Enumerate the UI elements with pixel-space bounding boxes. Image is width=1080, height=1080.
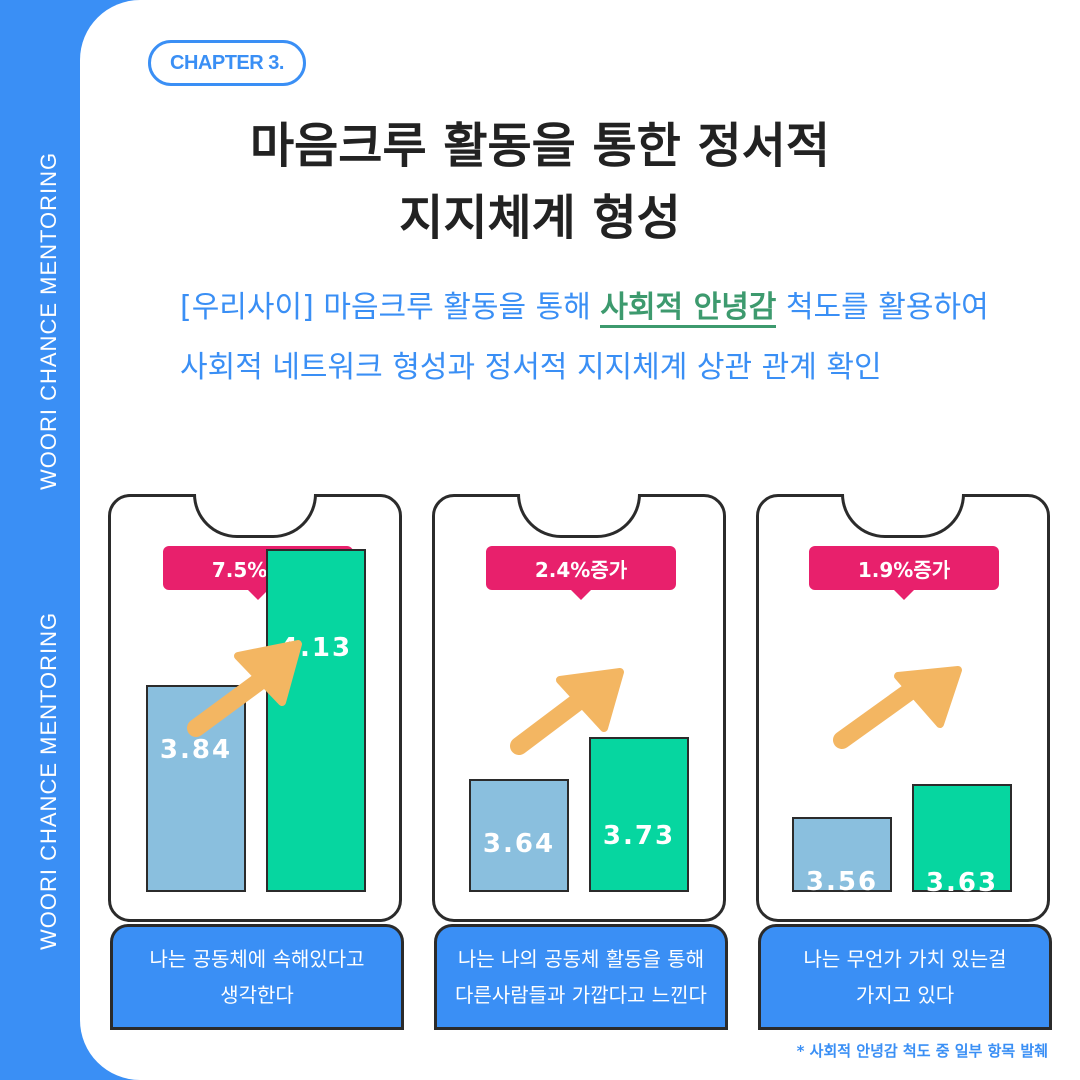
item-label-2-line-1: 나는 나의 공동체 활동을 통해 [457, 947, 705, 971]
description: [우리사이] 마음크루 활동을 통해 사회적 안녕감 척도를 활용하여 사회적 … [180, 278, 1000, 398]
bar-value-2-before: 3.64 [482, 829, 556, 859]
page-title-line-1: 마음크루 활동을 통한 정서적 [249, 118, 831, 174]
card-notch [841, 494, 965, 538]
trend-arrow-icon-1 [187, 640, 302, 737]
bar-3-after [912, 784, 1012, 892]
card-notch [193, 494, 317, 538]
trend-arrow-icon-2 [510, 668, 624, 755]
increase-badge-2: 2.4%증가 [486, 546, 676, 600]
item-label-2-line-2: 다른사람들과 가깝다고 느낀다 [455, 983, 707, 1007]
item-label-1-line-1: 나는 공동체에 속해있다고 [149, 947, 365, 971]
bar-2-before [469, 779, 569, 892]
side-strip [0, 0, 90, 1080]
item-label-1-line-2: 생각한다 [220, 983, 294, 1007]
bar-3-before [792, 817, 892, 892]
increase-badge-3: 1.9%증가 [809, 546, 999, 600]
chapter-badge: CHAPTER 3. [148, 40, 306, 86]
bar-1-after [266, 549, 366, 892]
description-highlight: 사회적 안녕감 [600, 290, 777, 328]
footnote: * 사회적 안녕감 척도 중 일부 항목 발췌 [796, 1042, 1048, 1060]
item-label-3-line-2: 가지고 있다 [855, 983, 955, 1007]
description-lead: [우리사이] 마음크루 활동을 통해 [180, 290, 601, 325]
bar-value-1-before: 3.84 [159, 735, 233, 765]
description-tail: 척도를 활용하여 사회적 네트워크 형성과 정서적 지지체계 상관 관계 확인 [180, 290, 989, 385]
bar-2-after [589, 737, 689, 892]
bar-value-3-before: 3.56 [805, 867, 879, 897]
item-label-3-line-1: 나는 무언가 가치 있는걸 [803, 947, 1007, 971]
trend-arrow-icon-3 [833, 666, 962, 749]
page-title-line-2: 지지체계 형성 [399, 190, 681, 246]
bar-value-3-after: 3.63 [925, 868, 999, 898]
bar-value-2-after: 3.73 [602, 821, 676, 851]
